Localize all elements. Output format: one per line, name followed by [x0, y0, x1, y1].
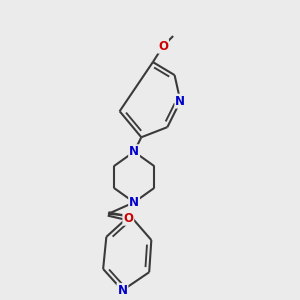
Text: N: N	[117, 284, 128, 297]
Text: N: N	[176, 94, 185, 108]
Text: O: O	[158, 40, 168, 53]
Text: O: O	[123, 212, 133, 225]
Text: N: N	[129, 145, 139, 158]
Text: N: N	[129, 196, 139, 209]
